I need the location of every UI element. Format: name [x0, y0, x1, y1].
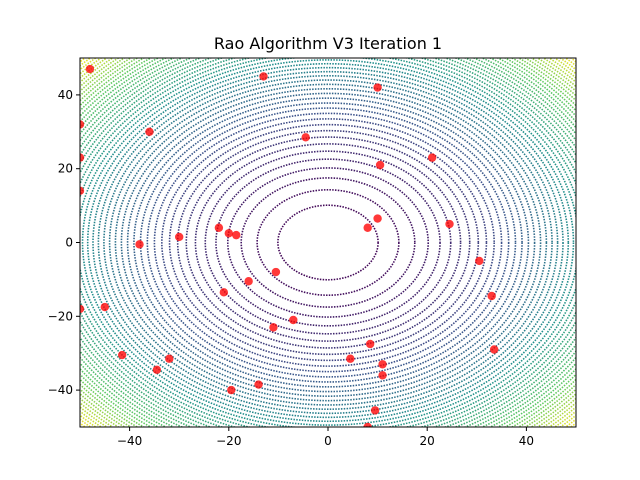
- data-points-layer: [80, 64, 499, 427]
- contour-line: [108, 79, 548, 406]
- data-point: [224, 229, 233, 238]
- data-point: [175, 232, 184, 242]
- data-point: [375, 160, 385, 170]
- data-point: [117, 350, 127, 360]
- data-point: [365, 339, 375, 349]
- data-point: [475, 256, 484, 266]
- data-point: [80, 186, 85, 196]
- data-point: [80, 120, 85, 129]
- y-tick-label: 20: [58, 162, 73, 176]
- data-point: [445, 219, 454, 229]
- contour-line: [194, 143, 462, 342]
- contour-line: [153, 112, 503, 373]
- data-point: [489, 345, 499, 354]
- data-point: [254, 380, 263, 389]
- contour-line: [161, 118, 495, 367]
- data-point: [244, 277, 253, 286]
- contour-line: [176, 129, 480, 356]
- data-point: [152, 365, 162, 375]
- data-point: [289, 315, 298, 325]
- data-point: [370, 406, 380, 415]
- contour-line: [86, 62, 570, 423]
- data-point: [165, 354, 174, 363]
- data-point: [378, 360, 387, 369]
- contour-line: [226, 167, 430, 318]
- contour-line: [168, 123, 488, 362]
- data-point: [301, 133, 310, 142]
- data-point: [373, 83, 382, 92]
- contour-line: [240, 177, 416, 308]
- contour-line: [277, 204, 379, 281]
- contour-line: [204, 150, 452, 335]
- contour-line: [215, 158, 441, 327]
- contour-line: [133, 97, 523, 388]
- data-point: [487, 291, 496, 301]
- data-point: [227, 385, 236, 395]
- data-point: [269, 323, 278, 332]
- contour-line: [81, 59, 575, 426]
- x-tick-label: 20: [420, 434, 435, 448]
- contour-line: [103, 75, 553, 410]
- data-point: [214, 223, 224, 232]
- contour-line: [146, 107, 510, 378]
- y-axis-ticks: −40 −20 0 20 40: [48, 88, 80, 397]
- data-point: [80, 153, 85, 162]
- y-tick-label: −20: [48, 309, 73, 323]
- x-axis-ticks: −40 −20 0 20 40: [117, 427, 534, 448]
- data-point: [259, 72, 268, 81]
- contour-line: [92, 66, 564, 419]
- data-point: [346, 354, 355, 363]
- y-tick-label: −40: [48, 383, 73, 397]
- x-tick-label: −20: [216, 434, 241, 448]
- data-point: [80, 304, 85, 314]
- contour-line: [97, 70, 559, 415]
- chart-title: Rao Algorithm V3 Iteration 1: [214, 34, 442, 53]
- data-point: [363, 223, 372, 232]
- y-tick-label: 0: [65, 236, 73, 250]
- x-tick-label: −40: [117, 434, 142, 448]
- data-point: [378, 371, 387, 380]
- y-tick-label: 40: [58, 88, 73, 102]
- contour-line: [114, 83, 542, 402]
- contour-line: [126, 92, 530, 393]
- data-point: [373, 214, 382, 223]
- data-point: [145, 127, 154, 136]
- data-point: [427, 153, 437, 162]
- data-point: [135, 240, 144, 249]
- x-tick-label: 40: [519, 434, 534, 448]
- data-point: [232, 230, 241, 240]
- contour-line: [256, 188, 400, 297]
- data-point: [100, 302, 110, 312]
- data-point: [219, 288, 229, 297]
- contour-line: [120, 88, 536, 397]
- contour-line: [185, 136, 471, 349]
- data-point: [363, 422, 372, 427]
- data-point: [271, 267, 281, 277]
- x-tick-label: 0: [324, 434, 332, 448]
- data-point: [85, 64, 95, 74]
